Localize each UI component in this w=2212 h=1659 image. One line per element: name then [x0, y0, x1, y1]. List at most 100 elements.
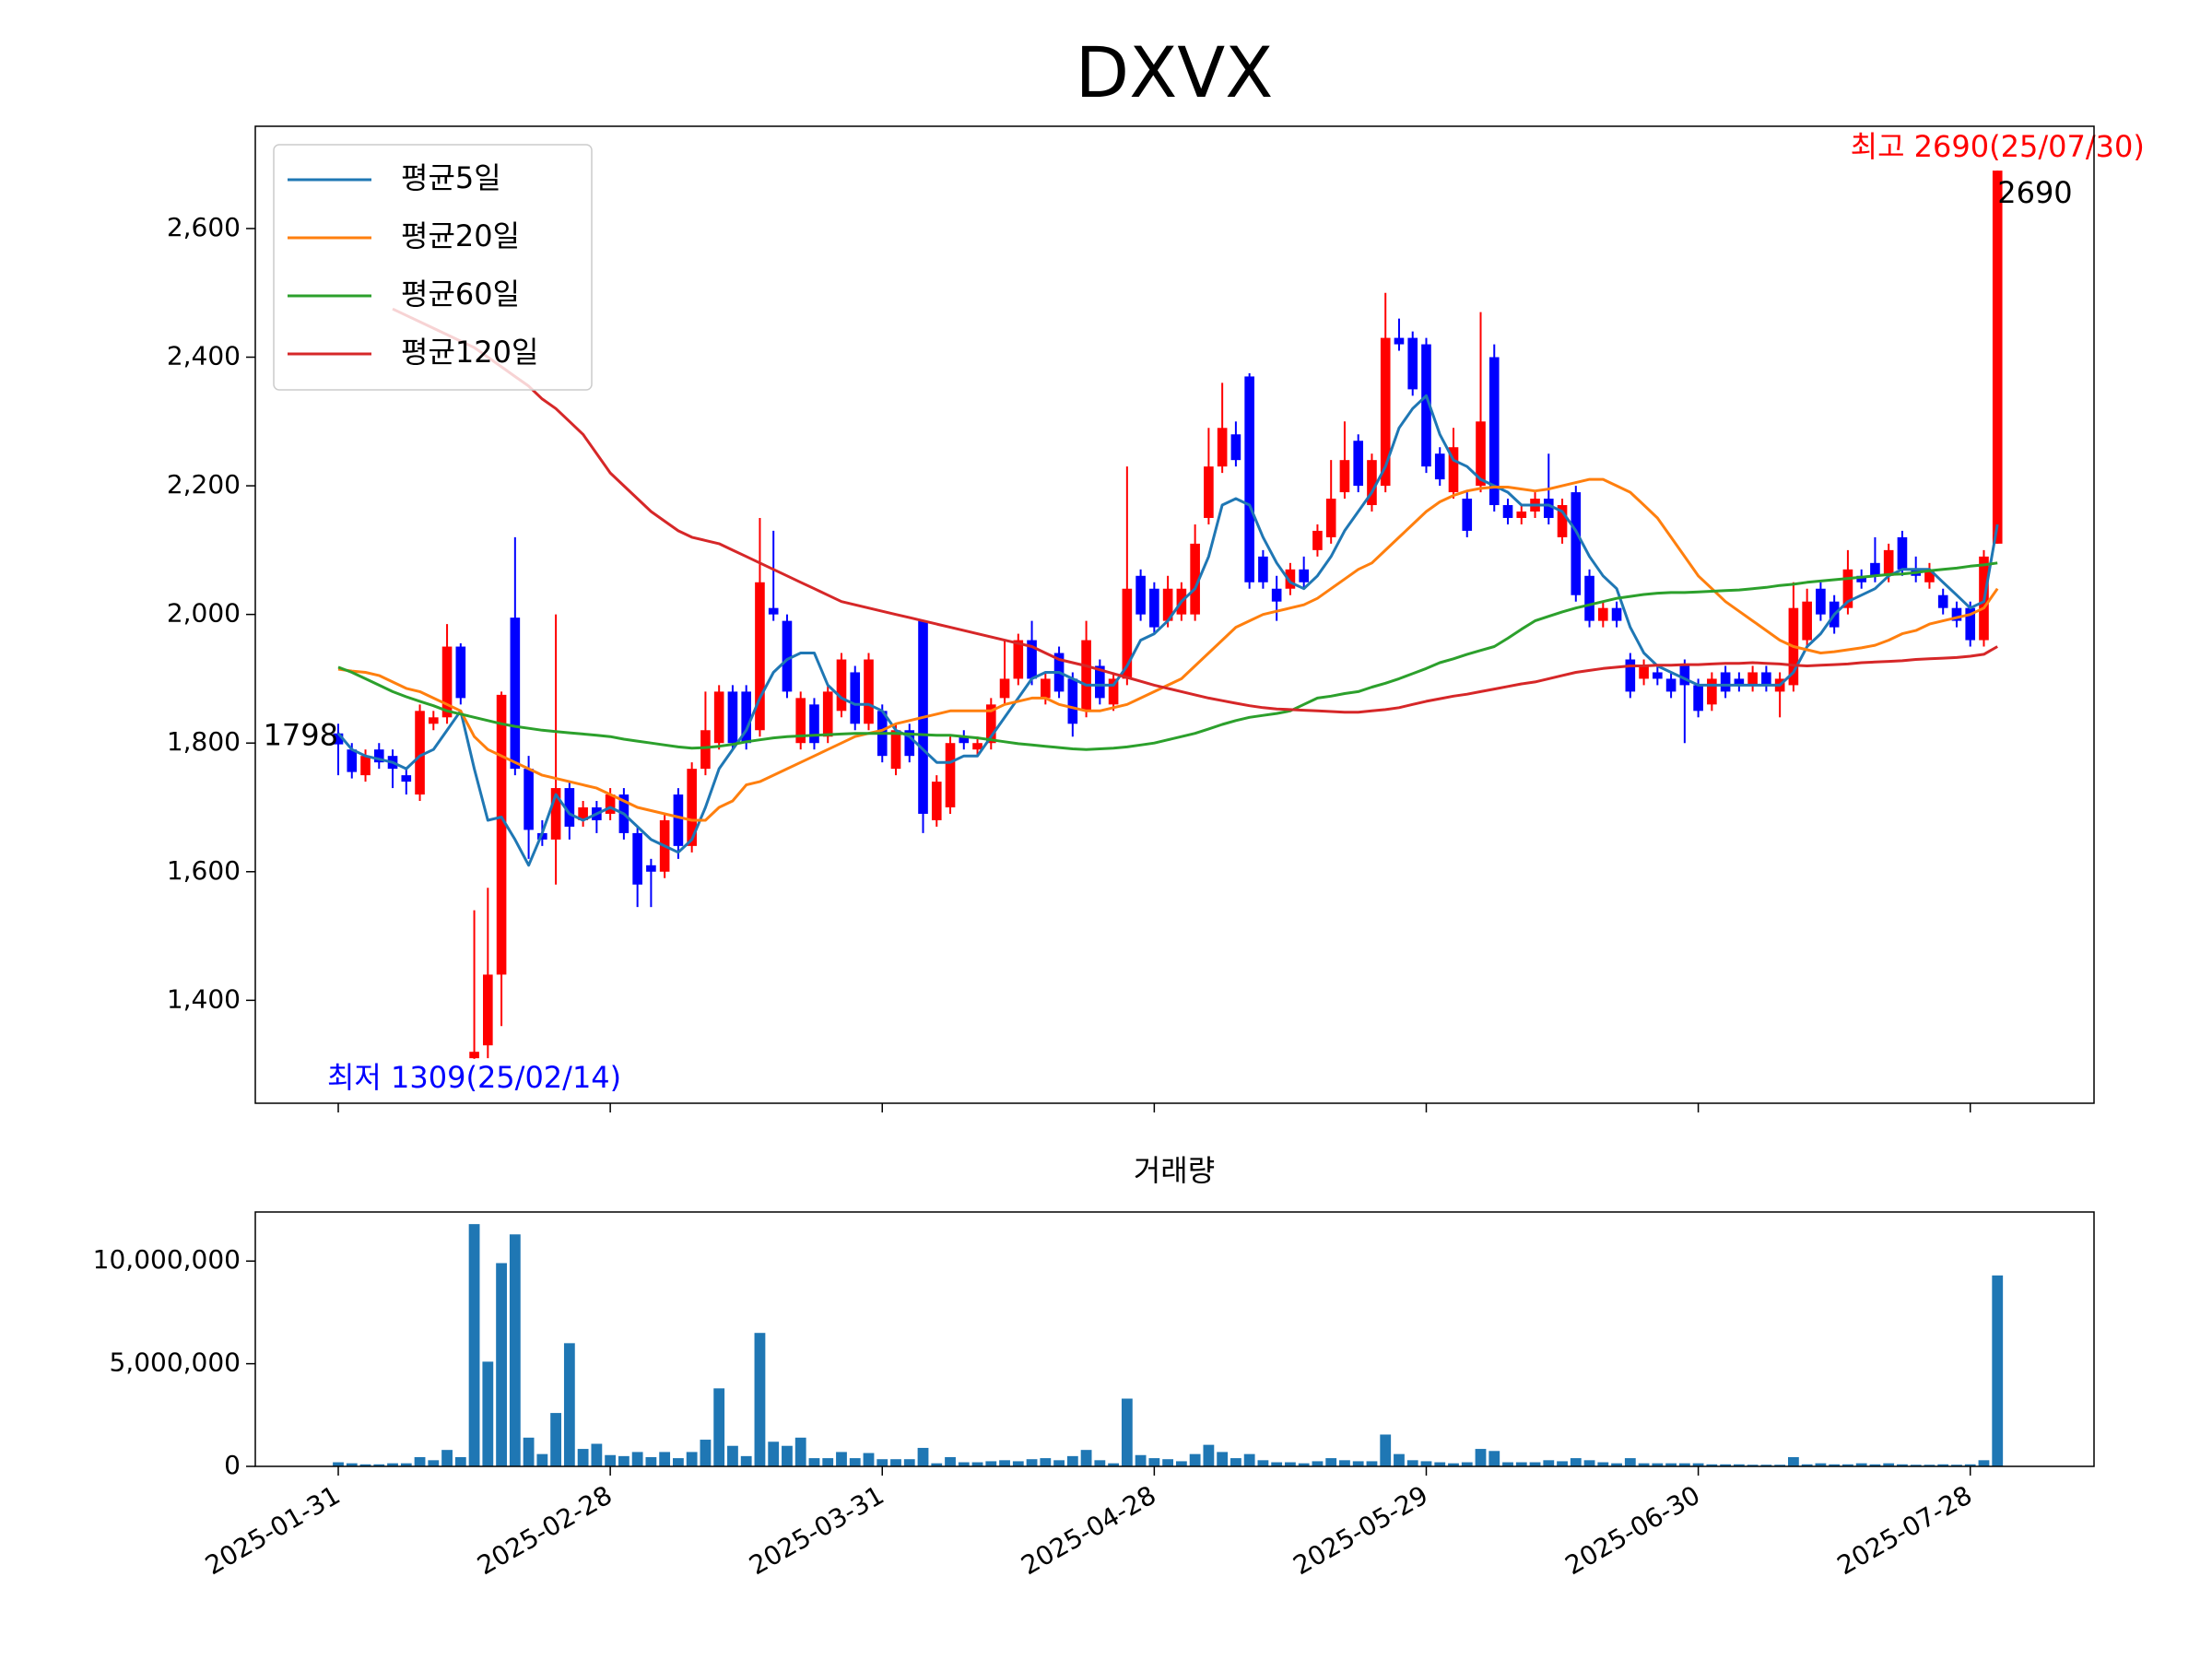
candle-body: [1937, 594, 1948, 608]
candle-body: [904, 730, 915, 757]
candle-body: [809, 704, 819, 744]
volume-bar: [1448, 1463, 1459, 1466]
volume-bar: [1829, 1464, 1841, 1466]
candle-body: [1312, 530, 1323, 550]
volume-bar: [1475, 1449, 1487, 1466]
candle-body: [1462, 499, 1473, 531]
candle-body: [469, 1052, 479, 1059]
volume-bar: [1638, 1463, 1650, 1466]
candle-body: [700, 730, 711, 770]
volume-bar: [1529, 1462, 1541, 1466]
candle-body: [1639, 665, 1649, 679]
volume-axes-frame: [254, 1211, 2095, 1467]
candle-body: [1190, 543, 1200, 615]
volume-bar: [1217, 1452, 1229, 1466]
candle-body: [687, 769, 697, 846]
candle-body: [931, 782, 942, 820]
candle-body: [1108, 678, 1119, 705]
candle-body: [1285, 569, 1296, 589]
y-tick-label: 1,800: [167, 726, 241, 757]
volume-bar: [985, 1461, 997, 1466]
volume-bar: [1066, 1455, 1078, 1466]
volume-bar: [1665, 1463, 1677, 1466]
volume-bar: [1652, 1463, 1664, 1466]
candle-body: [1543, 499, 1554, 518]
volume-bar: [1815, 1463, 1827, 1466]
volume-bar: [1624, 1458, 1636, 1466]
candle-body: [1434, 453, 1445, 480]
volume-bar: [794, 1437, 806, 1466]
legend-label: 평균20일: [401, 218, 520, 253]
y-tick-label: 1,600: [167, 855, 241, 886]
ma-line: [337, 477, 1999, 822]
candle-body: [1380, 337, 1391, 487]
volume-bar: [373, 1464, 385, 1466]
volume-bar: [618, 1455, 629, 1466]
volume-bar: [1189, 1453, 1201, 1466]
y-tick-label: 2,400: [167, 341, 241, 371]
candle-body: [632, 832, 642, 885]
volume-bar: [454, 1456, 466, 1466]
volume-bar: [1978, 1460, 1990, 1466]
volume-bar: [591, 1443, 603, 1466]
candle-body: [741, 691, 752, 744]
volume-bar: [1339, 1460, 1350, 1466]
candle-body: [1557, 505, 1568, 537]
volume-bar: [496, 1263, 507, 1466]
volume-bar: [659, 1452, 671, 1466]
volume-bar: [1203, 1444, 1215, 1466]
volume-bar: [550, 1413, 562, 1466]
candle-body: [1870, 562, 1880, 576]
candle-body: [1067, 678, 1078, 724]
candle-body: [605, 794, 616, 814]
volume-bar: [673, 1458, 684, 1466]
candle-body: [1013, 640, 1024, 679]
candle-body: [1992, 171, 2003, 544]
volume-bar: [1706, 1464, 1718, 1466]
volume-bar: [740, 1455, 752, 1466]
candle-body: [850, 672, 861, 724]
volume-bar: [877, 1459, 888, 1466]
volume-bar: [917, 1447, 929, 1466]
y-tick-label: 5,000,000: [109, 1347, 241, 1378]
y-tick-label: 10,000,000: [93, 1244, 241, 1275]
candle-body: [373, 749, 384, 763]
candle-body: [1204, 466, 1214, 518]
volume-bar: [1583, 1460, 1595, 1466]
candle-body: [1707, 678, 1717, 705]
candle-body: [945, 743, 956, 807]
candle-body: [1353, 441, 1364, 487]
candle-body: [1625, 659, 1636, 692]
volume-bar: [1298, 1463, 1310, 1466]
volume-bar: [1312, 1461, 1324, 1466]
volume-bar: [958, 1462, 970, 1466]
volume-bar: [1557, 1461, 1568, 1466]
candle-body: [1271, 588, 1282, 602]
volume-bar: [890, 1459, 901, 1466]
volume-bar: [1992, 1275, 2004, 1466]
candle-body: [1734, 678, 1745, 686]
candle-body: [1476, 421, 1486, 487]
candle-body: [1095, 665, 1105, 699]
chart-title: DXVX: [1076, 31, 1274, 113]
volume-bar: [727, 1445, 738, 1466]
volume-bar: [1461, 1462, 1473, 1466]
candle-body: [673, 794, 684, 846]
candle-body: [755, 582, 765, 731]
candle-body: [483, 974, 493, 1046]
volume-bar: [1230, 1458, 1241, 1466]
volume-bar: [509, 1234, 521, 1466]
candle-body: [959, 736, 970, 744]
volume-bar: [1515, 1462, 1527, 1466]
legend-label: 평균120일: [401, 335, 538, 370]
volume-bar: [1488, 1451, 1500, 1466]
candle-body: [347, 749, 358, 772]
volume-bar: [945, 1456, 956, 1466]
volume-bar: [863, 1453, 875, 1466]
candle-body: [1230, 434, 1241, 461]
volume-bar: [400, 1463, 412, 1466]
candle-body: [1041, 678, 1051, 699]
y-tick-label: 1,400: [167, 983, 241, 1014]
volume-bar: [1597, 1462, 1609, 1466]
